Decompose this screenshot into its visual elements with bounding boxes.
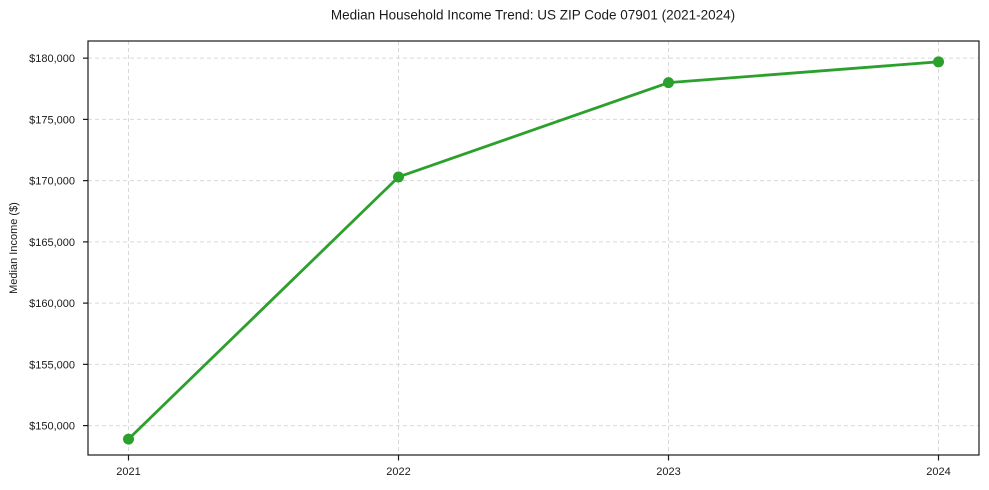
- data-series: [123, 56, 944, 445]
- y-tick-label: $155,000: [29, 359, 75, 371]
- y-tick-label: $160,000: [29, 298, 75, 310]
- axis-ticks: $150,000 $155,000 $160,000 $165,000 $170,000…: [29, 53, 951, 478]
- x-tick-label: 2023: [656, 466, 680, 478]
- x-tick-label: 2021: [116, 466, 140, 478]
- gridlines: [88, 41, 979, 455]
- y-axis-label: Median Income ($): [8, 202, 20, 294]
- data-point: [663, 77, 674, 89]
- x-tick-label: 2022: [386, 466, 410, 478]
- chart-title: Median Household Income Trend: US ZIP Co…: [331, 8, 735, 23]
- data-line: [127, 60, 940, 441]
- y-tick-label: $170,000: [29, 176, 75, 188]
- data-point: [393, 171, 404, 183]
- y-tick-label: $175,000: [29, 114, 75, 126]
- data-point: [933, 56, 944, 68]
- y-tick-label: $150,000: [29, 421, 75, 433]
- y-tick-label: $180,000: [29, 53, 75, 65]
- y-tick-label: $165,000: [29, 237, 75, 249]
- plot-border: [87, 40, 980, 456]
- x-tick-label: 2024: [926, 466, 950, 478]
- data-point: [123, 433, 134, 445]
